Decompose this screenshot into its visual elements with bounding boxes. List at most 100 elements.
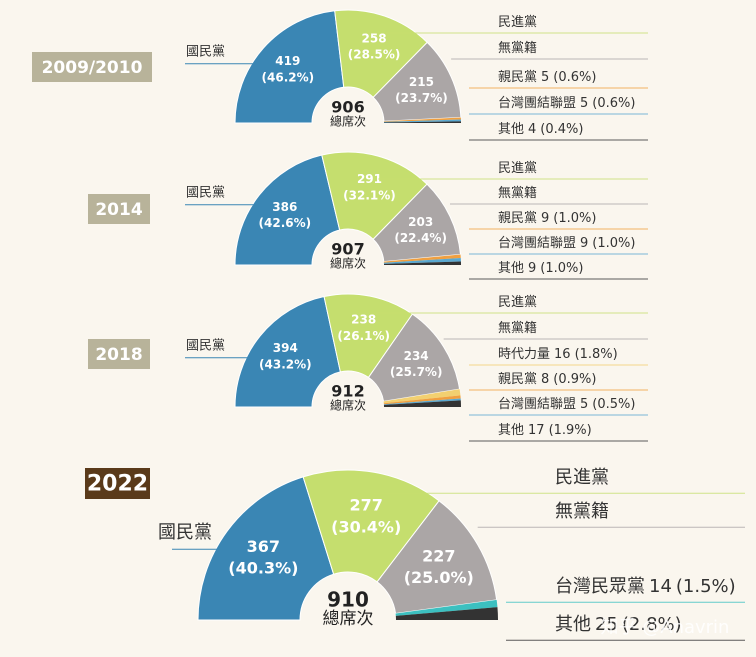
total-seats: 910: [327, 588, 369, 612]
party-name: 其他: [498, 122, 524, 137]
party-label: 親民黨 5 (0.6%): [498, 70, 596, 85]
party-label: 台灣團結聯盟 5 (0.5%): [498, 397, 635, 412]
slice-value: 227: [422, 546, 455, 565]
party-seats: 9: [528, 261, 536, 276]
slice: [395, 607, 498, 620]
party-name: 無黨籍: [498, 185, 537, 201]
party-name: 其他: [498, 261, 524, 276]
slice-percent: (43.2%): [259, 357, 312, 371]
slice: [383, 119, 461, 123]
party-percent: (0.6%): [553, 70, 596, 85]
party-label: 台灣團結聯盟 5 (0.6%): [498, 96, 635, 111]
party-name: 台灣團結聯盟: [498, 397, 576, 412]
party-percent: (1.0%): [592, 236, 635, 251]
slice-value: 203: [408, 215, 433, 229]
total-seats: 906: [331, 97, 364, 116]
party-label: 國民黨: [186, 186, 225, 201]
party-percent: (0.5%): [592, 397, 635, 412]
slice: [234, 154, 341, 266]
slice: [383, 261, 461, 265]
total-seats: 912: [331, 381, 364, 400]
party-seats: 8: [541, 372, 549, 387]
party-label: 台灣民眾黨 14 (1.5%): [555, 576, 736, 597]
slice: [383, 254, 461, 263]
party-label: 台灣團結聯盟 9 (1.0%): [498, 236, 635, 251]
party-name: 無黨籍: [555, 501, 609, 522]
party-label: 親民黨 8 (0.9%): [498, 372, 596, 387]
party-label: 其他 25 (2.8%): [555, 614, 682, 635]
party-name: 民進黨: [498, 295, 537, 310]
party-name: 無黨籍: [498, 40, 537, 56]
total-label: 總席次: [330, 256, 366, 271]
party-label: 民進黨: [498, 295, 537, 310]
party-label: 民進黨: [498, 15, 537, 30]
slice: [321, 151, 428, 240]
slice-percent: (42.6%): [259, 216, 312, 230]
slice-percent: (32.1%): [343, 188, 396, 202]
party-label: 國民黨: [186, 45, 225, 60]
party-name: 親民黨: [498, 70, 537, 85]
slice-value: 238: [351, 313, 376, 327]
slice: [334, 9, 428, 99]
party-percent: (1.5%): [676, 576, 736, 597]
slice: [383, 400, 461, 407]
party-percent: (0.4%): [540, 122, 583, 137]
party-label: 國民黨: [186, 339, 225, 354]
slice-percent: (30.4%): [331, 517, 401, 536]
party-seats: 9: [541, 211, 549, 226]
party-label: 民進黨: [498, 161, 537, 176]
slice: [383, 117, 461, 122]
party-label: 親民黨 9 (1.0%): [498, 211, 596, 226]
slice: [383, 121, 461, 123]
party-seats: 5: [580, 96, 588, 111]
party-name: 其他: [498, 423, 524, 438]
slice-percent: (23.7%): [395, 91, 448, 105]
slice-percent: (28.5%): [348, 48, 401, 62]
slice: [376, 500, 498, 615]
slice: [383, 389, 461, 404]
year-label: 2022: [87, 472, 148, 497]
party-seats: 25: [595, 614, 618, 635]
total-label: 總席次: [323, 609, 374, 629]
slice-percent: (22.4%): [394, 231, 447, 245]
watermark: 知乎 @Anavrin: [601, 617, 730, 638]
slice-percent: (40.3%): [228, 559, 298, 578]
party-percent: (1.8%): [575, 347, 618, 362]
slice: [197, 476, 335, 621]
party-percent: (2.8%): [622, 614, 682, 635]
party-name: 民進黨: [555, 467, 609, 488]
party-label: 國民黨: [158, 522, 212, 543]
party-seats: 16: [554, 347, 571, 362]
year-badge: [32, 52, 152, 82]
year-badge: [88, 339, 150, 369]
slice-value: 367: [247, 537, 280, 556]
party-label: 無黨籍: [498, 320, 537, 336]
slice-percent: (25.7%): [390, 365, 443, 379]
slice: [234, 295, 341, 408]
party-label: 無黨籍: [498, 185, 537, 201]
party-seats: 9: [580, 236, 588, 251]
slice-value: 394: [273, 341, 298, 355]
party-seats: 5: [580, 397, 588, 412]
party-name: 時代力量: [498, 347, 550, 362]
slice-value: 215: [409, 75, 434, 89]
party-percent: (0.9%): [553, 372, 596, 387]
slice: [383, 257, 461, 264]
slice-value: 419: [275, 54, 300, 68]
slice-value: 386: [272, 200, 297, 214]
party-label: 時代力量 16 (1.8%): [498, 347, 618, 362]
party-label: 無黨籍: [555, 501, 609, 522]
slice-value: 258: [362, 32, 387, 46]
party-name: 無黨籍: [498, 320, 537, 336]
party-percent: (1.0%): [553, 211, 596, 226]
party-name: 民進黨: [498, 15, 537, 30]
party-name: 親民黨: [498, 372, 537, 387]
party-seats: 14: [649, 576, 672, 597]
party-percent: (0.6%): [592, 96, 635, 111]
slice: [323, 293, 414, 379]
slice: [383, 395, 461, 405]
year-label: 2009/2010: [42, 58, 143, 78]
party-seats: 17: [528, 423, 545, 438]
slice: [302, 469, 440, 583]
party-label: 其他 9 (1.0%): [498, 261, 583, 276]
